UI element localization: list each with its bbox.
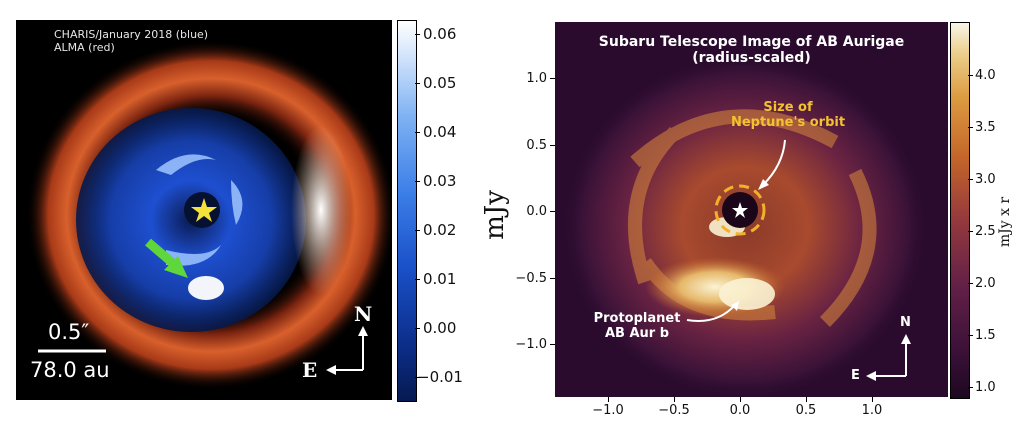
left-colorbar [397,20,417,402]
left-cb-tick-4: 0.02 [423,221,457,239]
neptune-orbit-ring [714,184,766,236]
scale-au-label: 78.0 au [30,358,110,382]
y-tick-0: 1.0 [526,71,547,86]
compass-north-label: N [900,315,911,330]
x-tick-2: 0.0 [729,403,751,418]
subaru-image: Subaru Telescope Image of AB Aurigae (ra… [555,22,948,397]
left-cb-tick-3: 0.03 [423,172,457,190]
compass-icon [866,334,911,381]
legend-line-1: CHARIS/January 2018 (blue) [54,28,209,41]
right-cb-tick-5: 1.5 [975,328,996,343]
left-cb-tick-6: 0.00 [423,319,457,337]
right-colorbar [950,22,970,399]
right-cb-tick-2: 3.0 [975,172,996,187]
curved-arrow-icon [762,139,786,186]
x-tick-0: −1.0 [592,403,624,418]
x-tick-1: −0.5 [658,403,690,418]
star-icon [732,202,748,218]
left-cb-tick-5: 0.01 [423,270,457,288]
compass-icon [326,326,368,375]
curved-arrow-icon-2 [686,304,736,322]
title-line-2: (radius-scaled) [692,50,811,66]
ring-bright-arc [291,125,351,295]
left-cb-tick-7: −0.01 [417,370,463,385]
y-tick-1: 0.5 [526,138,547,153]
curved-arrow-head-2 [731,301,739,311]
legend-line-2: ALMA (red) [54,41,115,54]
right-cb-tick-4: 2.0 [975,276,996,291]
right-cb-tick-3: 2.5 [975,224,996,239]
left-cb-tick-0: 0.06 [423,25,457,43]
charis-alma-image-svg [26,40,392,390]
x-tick-4: 1.0 [861,403,883,418]
compass-north-label: N [354,302,373,326]
neptune-annotation: Size of Neptune's orbit [723,100,853,130]
compass-east-label: E [302,358,318,382]
right-colorbar-label: mJy x r [997,196,1013,248]
protoplanet-emission [719,278,775,310]
curved-arrow-head [758,179,769,190]
bright-spot [188,276,224,300]
right-cb-tick-0: 4.0 [975,68,996,83]
neptune-line-2: Neptune's orbit [730,115,846,130]
y-tick-3: −0.5 [515,271,547,286]
scale-angle-label: 0.5″ [48,320,90,344]
right-cb-tick-1: 3.5 [975,120,996,135]
subaru-image-svg [563,55,927,397]
left-colorbar-label: mJy [479,190,510,240]
title-line-1: Subaru Telescope Image of AB Aurigae [598,34,905,50]
protoplanet-line-2: AB Aur b [604,326,670,341]
compass-east-label: E [851,368,860,383]
y-tick-4: −1.0 [515,337,547,352]
left-cb-tick-2: 0.04 [423,123,457,141]
x-tick-3: 0.5 [795,403,817,418]
right-cb-tick-6: 1.0 [975,380,996,395]
protoplanet-line-1: Protoplanet [593,311,681,326]
star-icon [191,198,217,222]
left-cb-tick-1: 0.05 [423,74,457,92]
subaru-title: Subaru Telescope Image of AB Aurigae (ra… [555,34,948,66]
neptune-line-1: Size of [763,100,813,115]
charis-alma-image: CHARIS/January 2018 (blue) ALMA (red) 0.… [16,20,392,400]
y-tick-2: 0.0 [526,204,547,219]
arrow-icon [145,238,188,278]
protoplanet-annotation: Protoplanet AB Aur b [587,311,687,341]
legend-text: CHARIS/January 2018 (blue) ALMA (red) [54,28,208,54]
